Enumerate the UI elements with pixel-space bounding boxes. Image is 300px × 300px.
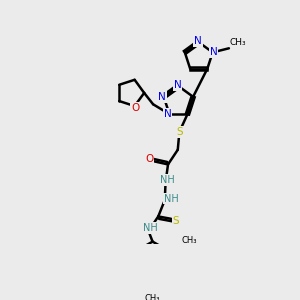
Text: N: N [174,80,182,90]
Text: N: N [164,109,172,119]
Text: NH: NH [164,194,178,203]
Text: CH₃: CH₃ [230,38,246,47]
Text: N: N [210,47,217,57]
Text: CH₃: CH₃ [181,236,196,245]
Text: S: S [176,127,183,137]
Text: NH: NH [143,223,158,233]
Text: O: O [145,154,153,164]
Text: NH: NH [160,175,175,185]
Text: O: O [131,103,140,113]
Text: CH₃: CH₃ [145,294,160,300]
Text: S: S [173,216,179,226]
Text: N: N [194,36,202,46]
Text: N: N [158,92,166,102]
